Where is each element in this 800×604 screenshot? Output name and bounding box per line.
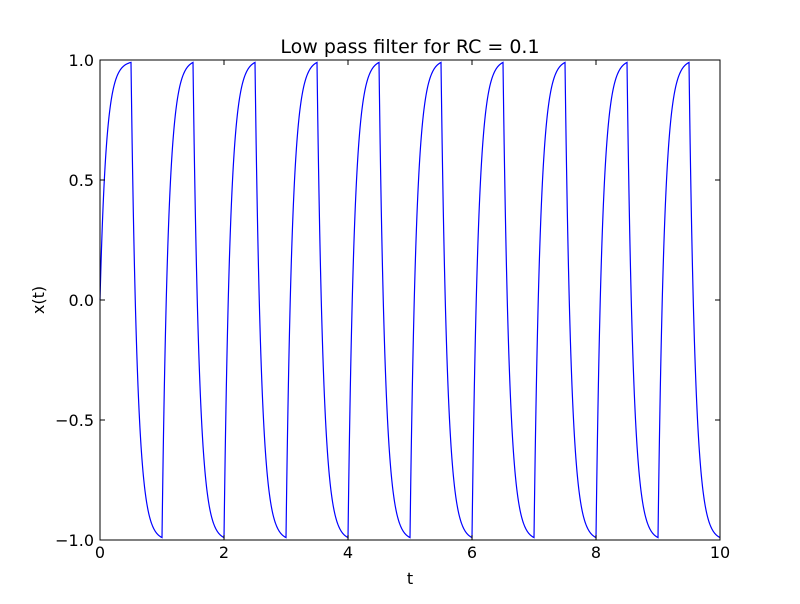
series-layer bbox=[99, 61, 721, 539]
x-tick-label: 4 bbox=[343, 543, 353, 562]
y-tick-label: 0.0 bbox=[69, 291, 94, 310]
y-tick-label: −0.5 bbox=[55, 411, 94, 430]
y-tick-label: 0.5 bbox=[69, 171, 94, 190]
y-axis-title: x(t) bbox=[29, 286, 48, 314]
series-line-0 bbox=[99, 61, 721, 539]
plot-frame bbox=[99, 59, 721, 541]
x-axis-title: t bbox=[407, 569, 413, 588]
y-tick-label: −1.0 bbox=[55, 531, 94, 550]
x-tick-label: 8 bbox=[591, 543, 601, 562]
chart-title: Low pass filter for RC = 0.1 bbox=[280, 36, 539, 58]
x-tick-label: 0 bbox=[95, 543, 105, 562]
y-tick-label: 1.0 bbox=[69, 51, 94, 70]
x-tick-label: 10 bbox=[710, 543, 730, 562]
ticks-layer: 0 2 4 6 8 10 −1.0 −0.5 0.0 0.5 1.0 bbox=[55, 51, 730, 562]
x-tick-label: 2 bbox=[219, 543, 229, 562]
x-tick-label: 6 bbox=[467, 543, 477, 562]
